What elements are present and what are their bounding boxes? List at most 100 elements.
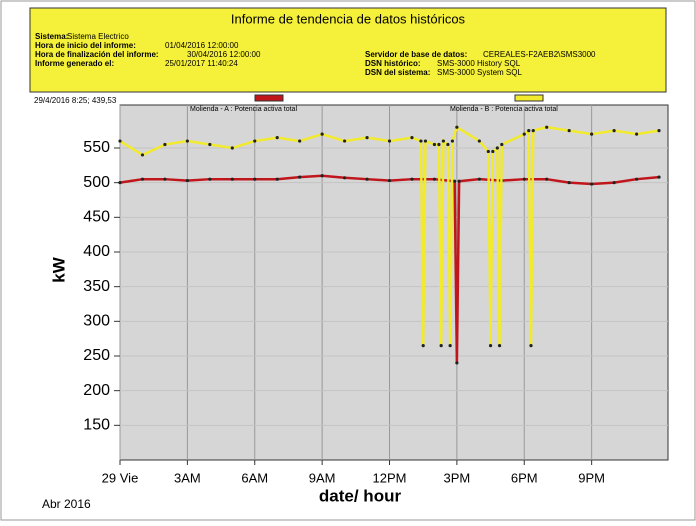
field-label: DSN del sistema: (365, 68, 430, 77)
y-tick-label: 450 (83, 209, 110, 226)
report-title: Informe de tendencia de datos históricos (231, 11, 466, 26)
data-point (320, 132, 324, 136)
data-point (612, 129, 616, 133)
field-value: SMS-3000 System SQL (437, 68, 522, 77)
legend-label: Molienda - A : Potencia activa total (190, 106, 297, 113)
x-tick-label: 3PM (444, 470, 471, 485)
x-note: Abr 2016 (42, 497, 91, 511)
data-point (450, 139, 454, 143)
y-tick-label: 200 (83, 382, 110, 399)
data-point (486, 149, 490, 154)
data-point (657, 129, 661, 133)
data-point (531, 129, 535, 133)
data-point (230, 146, 234, 150)
field-label: Sistema: (35, 32, 68, 41)
data-point (118, 139, 122, 143)
data-point (527, 129, 531, 133)
data-point (342, 139, 347, 143)
data-point (185, 178, 189, 183)
data-point (208, 177, 212, 181)
data-point (522, 177, 526, 181)
plot-area (119, 104, 669, 461)
field-label: Informe generado el: (35, 59, 114, 68)
data-point (453, 179, 457, 183)
data-point (419, 139, 423, 143)
data-point (590, 132, 594, 136)
data-point (432, 177, 437, 181)
data-point (253, 139, 257, 143)
x-tick-label: 29 Vie (102, 470, 139, 485)
y-tick-label: 500 (83, 174, 110, 191)
data-point (342, 176, 347, 180)
data-point (545, 177, 549, 181)
y-tick-label: 550 (83, 139, 110, 156)
field-value: SMS-3000 History SQL (437, 59, 521, 68)
x-tick-label: 9PM (578, 470, 605, 485)
data-point (488, 343, 493, 348)
data-point (495, 146, 499, 150)
cursor-readout: 29/4/2016 8:25; 439,53 (34, 96, 117, 105)
data-point (140, 177, 145, 181)
x-axis-label: date/ hour (319, 486, 402, 505)
data-point (567, 129, 571, 133)
data-point (545, 125, 549, 129)
data-point (275, 177, 279, 181)
data-point (365, 135, 369, 140)
data-point (320, 174, 324, 178)
data-point (455, 361, 459, 365)
y-tick-label: 400 (83, 243, 110, 260)
data-point (140, 153, 145, 157)
field-label: Hora de finalización del informe: (35, 50, 159, 59)
data-point (437, 142, 441, 147)
y-tick-label: 250 (83, 347, 110, 364)
field-label: Servidor de base de datos: (365, 50, 467, 59)
data-point (455, 125, 459, 129)
data-point (439, 343, 443, 348)
x-tick-label: 3AM (174, 470, 201, 485)
data-point (423, 139, 428, 143)
data-point (208, 142, 212, 147)
data-point (253, 177, 257, 181)
data-point (298, 139, 302, 143)
data-point (275, 135, 279, 140)
data-point (230, 177, 234, 181)
data-point (612, 181, 616, 185)
field-label: Hora de inicio del informe: (35, 41, 136, 50)
data-point (448, 343, 452, 348)
data-point (657, 175, 661, 179)
data-point (567, 181, 571, 185)
field-value: 01/04/2016 12:00:00 (165, 41, 239, 50)
field-value: 25/01/2017 11:40:24 (165, 59, 238, 68)
data-point (446, 142, 450, 147)
y-tick-label: 300 (83, 313, 110, 330)
legend-label: Molienda - B : Potencia activa total (450, 106, 558, 113)
data-point (365, 177, 369, 181)
data-point (163, 142, 167, 147)
field-label: DSN histórico: (365, 59, 421, 68)
legend-swatch (254, 94, 284, 102)
y-tick-label: 350 (83, 278, 110, 295)
data-point (500, 142, 504, 147)
data-point (421, 343, 425, 348)
data-point (387, 178, 392, 183)
y-axis-label: kW (49, 256, 68, 282)
data-point (522, 132, 526, 136)
field-value: Sistema Electrico (67, 32, 129, 41)
report-header (29, 7, 667, 93)
field-value: 30/04/2016 12:00:00 (187, 50, 261, 59)
x-tick-label: 12PM (373, 470, 407, 485)
data-point (491, 149, 495, 154)
data-point (410, 135, 414, 140)
data-point (387, 139, 392, 143)
data-point (432, 142, 437, 147)
data-point (118, 181, 122, 185)
legend-swatch (514, 94, 544, 102)
x-tick-label: 6PM (511, 470, 538, 485)
x-tick-label: 6AM (241, 470, 268, 485)
data-point (163, 177, 167, 181)
data-point (497, 343, 502, 348)
data-point (529, 343, 533, 348)
data-point (410, 177, 414, 181)
data-point (441, 139, 446, 143)
